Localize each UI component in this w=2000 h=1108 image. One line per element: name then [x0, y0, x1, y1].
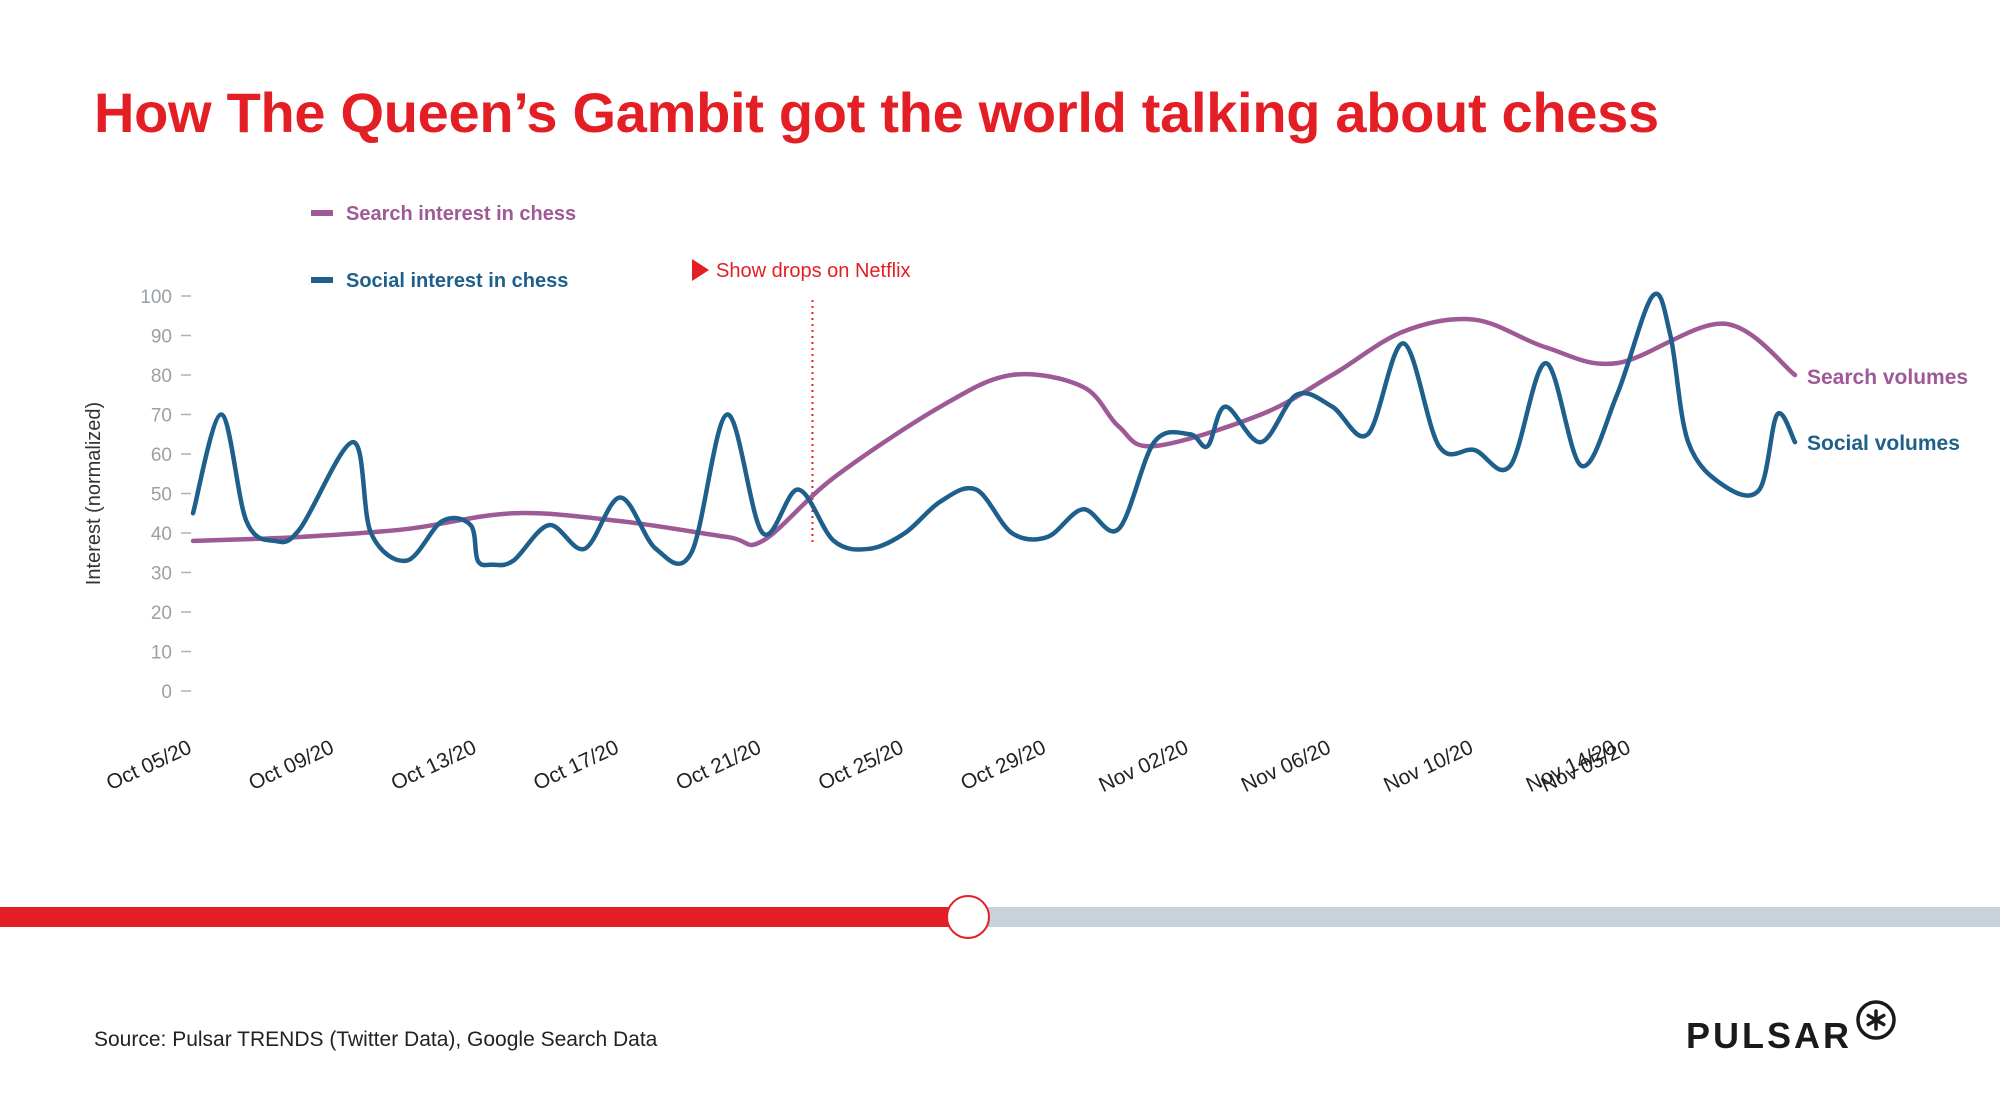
y-tick-label: 20 — [151, 603, 172, 624]
x-tick-label: Oct 09/20 — [245, 736, 337, 795]
series-end-label: Search volumes — [1807, 366, 1968, 389]
x-tick-label: Nov 06/20 — [1238, 736, 1334, 797]
x-tick-label: Oct 05/20 — [103, 736, 195, 795]
y-tick-label: 60 — [151, 445, 172, 466]
asterisk-circle-icon — [1856, 1000, 1896, 1040]
y-tick-label: 80 — [151, 366, 172, 387]
line-chart: Interest (normalized) 0 10 20 30 40 50 60 70 80 90… — [83, 203, 1968, 797]
y-tick-label: 70 — [151, 406, 172, 427]
play-triangle-icon — [692, 259, 709, 281]
x-tick-label: Nov 10/20 — [1380, 736, 1476, 797]
y-tick-label: 50 — [151, 485, 172, 506]
y-tick-label: 90 — [151, 327, 172, 348]
timeline-slider[interactable] — [0, 888, 2000, 946]
x-tick-label: Oct 25/20 — [815, 736, 907, 795]
x-tick-label: Oct 21/20 — [672, 736, 764, 795]
legend-label: Social interest in chess — [346, 270, 568, 292]
y-tick-label: 100 — [140, 287, 172, 308]
series-line-social — [190, 291, 1798, 568]
annotation-label: Show drops on Netflix — [716, 260, 911, 282]
page-title: How The Queen’s Gambit got the world tal… — [94, 81, 1659, 144]
x-tick-label: Oct 17/20 — [530, 736, 622, 795]
pulsar-logo: PULSAR — [1686, 990, 1898, 1054]
legend-label: Search interest in chess — [346, 203, 576, 225]
x-tick-label: Oct 13/20 — [388, 736, 480, 795]
source-note: Source: Pulsar TRENDS (Twitter Data), Go… — [94, 1028, 658, 1051]
series-line-search — [190, 316, 1798, 548]
x-tick-label: Oct 29/20 — [957, 736, 1049, 795]
y-axis-title: Interest (normalized) — [83, 402, 105, 585]
x-tick-label: Nov 02/20 — [1095, 736, 1191, 797]
slider-progress-fill — [0, 907, 968, 927]
brand-name: PULSAR — [1686, 1015, 1853, 1056]
y-tick-label: 30 — [151, 564, 172, 585]
y-tick-label: 40 — [151, 524, 172, 545]
series-end-label: Social volumes — [1807, 432, 1960, 455]
slider-thumb[interactable] — [946, 895, 990, 939]
y-tick-label: 10 — [151, 643, 172, 664]
y-tick-label: 0 — [161, 682, 172, 703]
